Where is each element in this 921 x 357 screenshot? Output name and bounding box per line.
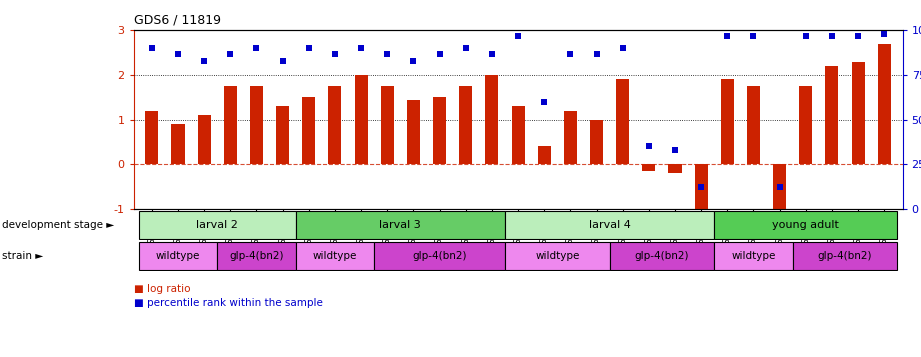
Point: [537, 99, 552, 105]
Text: glp-4(bn2): glp-4(bn2): [413, 251, 467, 261]
Bar: [564, 111, 577, 164]
Bar: [355, 75, 367, 164]
Point: [197, 58, 212, 64]
Bar: [276, 106, 289, 164]
Bar: [460, 86, 472, 164]
Bar: [610, 242, 715, 270]
Point: [746, 33, 761, 39]
Point: [720, 33, 735, 39]
Bar: [139, 242, 217, 270]
Bar: [616, 80, 629, 164]
Bar: [139, 211, 296, 239]
Bar: [852, 61, 865, 164]
Bar: [198, 115, 211, 164]
Point: [328, 51, 343, 56]
Point: [642, 144, 657, 149]
Bar: [433, 97, 446, 164]
Text: wildtype: wildtype: [731, 251, 775, 261]
Bar: [505, 242, 610, 270]
Point: [615, 45, 630, 51]
Bar: [715, 242, 793, 270]
Bar: [669, 164, 682, 173]
Bar: [715, 211, 897, 239]
Point: [379, 51, 394, 56]
Bar: [799, 86, 812, 164]
Point: [301, 45, 316, 51]
Point: [484, 51, 499, 56]
Bar: [146, 111, 158, 164]
Bar: [380, 86, 394, 164]
Bar: [590, 120, 603, 164]
Text: glp-4(bn2): glp-4(bn2): [818, 251, 872, 261]
Text: strain ►: strain ►: [2, 251, 43, 261]
Bar: [329, 86, 342, 164]
Point: [354, 45, 368, 51]
Text: larval 4: larval 4: [589, 220, 631, 230]
Bar: [538, 146, 551, 164]
Point: [510, 33, 525, 39]
Bar: [773, 164, 787, 222]
Text: wildtype: wildtype: [535, 251, 579, 261]
Bar: [793, 242, 897, 270]
Bar: [878, 44, 891, 164]
Point: [406, 58, 421, 64]
Point: [145, 45, 159, 51]
Point: [249, 45, 263, 51]
Text: larval 3: larval 3: [379, 220, 421, 230]
Bar: [407, 100, 420, 164]
Text: glp-4(bn2): glp-4(bn2): [229, 251, 284, 261]
Bar: [217, 242, 296, 270]
Point: [275, 58, 290, 64]
Text: GDS6 / 11819: GDS6 / 11819: [134, 14, 220, 27]
Bar: [825, 66, 838, 164]
Bar: [302, 97, 315, 164]
Point: [799, 33, 813, 39]
Point: [170, 51, 185, 56]
Point: [824, 33, 839, 39]
Point: [589, 51, 604, 56]
Bar: [171, 124, 184, 164]
Bar: [511, 106, 525, 164]
Text: young adult: young adult: [773, 220, 839, 230]
Point: [773, 185, 787, 190]
Text: larval 2: larval 2: [196, 220, 239, 230]
Point: [694, 185, 708, 190]
Point: [432, 51, 447, 56]
Bar: [747, 86, 760, 164]
Bar: [694, 164, 707, 222]
Bar: [485, 75, 498, 164]
Text: wildtype: wildtype: [156, 251, 200, 261]
Bar: [642, 164, 656, 171]
Text: ■ log ratio: ■ log ratio: [134, 284, 190, 294]
Text: development stage ►: development stage ►: [2, 220, 114, 230]
Bar: [250, 86, 263, 164]
Bar: [374, 242, 505, 270]
Text: ■ percentile rank within the sample: ■ percentile rank within the sample: [134, 298, 322, 308]
Bar: [296, 211, 505, 239]
Point: [459, 45, 473, 51]
Bar: [505, 211, 715, 239]
Point: [668, 147, 682, 153]
Bar: [224, 86, 237, 164]
Bar: [296, 242, 374, 270]
Point: [851, 33, 866, 39]
Text: wildtype: wildtype: [313, 251, 357, 261]
Bar: [721, 80, 734, 164]
Point: [877, 31, 892, 37]
Point: [563, 51, 577, 56]
Point: [223, 51, 238, 56]
Text: glp-4(bn2): glp-4(bn2): [635, 251, 689, 261]
